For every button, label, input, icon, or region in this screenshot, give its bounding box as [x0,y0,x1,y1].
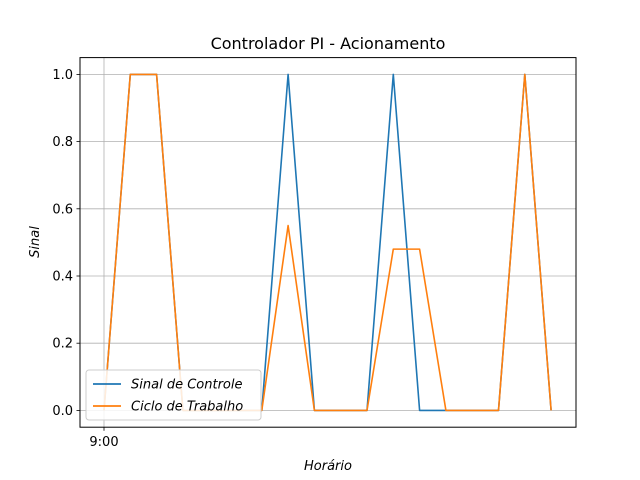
x-axis-label: Horário [304,459,352,474]
y-tick-label: 0.4 [52,270,73,285]
y-tick-label: 0.0 [52,404,73,419]
y-tick-label: 0.2 [52,337,73,352]
y-axis-label: Sinal [28,226,43,258]
y-tick-label: 0.8 [52,135,73,150]
legend: Sinal de Controle Ciclo de Trabalho [85,369,262,421]
y-tick-label: 1.0 [52,68,73,83]
axes: 0.0 0.2 0.4 0.6 0.8 1.0 9:00 [52,68,118,450]
y-tick-label: 0.6 [52,202,73,217]
series-layer [103,73,552,412]
series-line-ciclo-de-trabalho [103,73,552,412]
plot-frame [79,57,577,428]
chart-title: Controlador PI - Acionamento [211,34,446,53]
legend-box [85,369,262,421]
x-tick-label: 9:00 [89,435,118,450]
legend-label: Sinal de Controle [131,378,242,393]
legend-label: Ciclo de Trabalho [131,400,243,415]
